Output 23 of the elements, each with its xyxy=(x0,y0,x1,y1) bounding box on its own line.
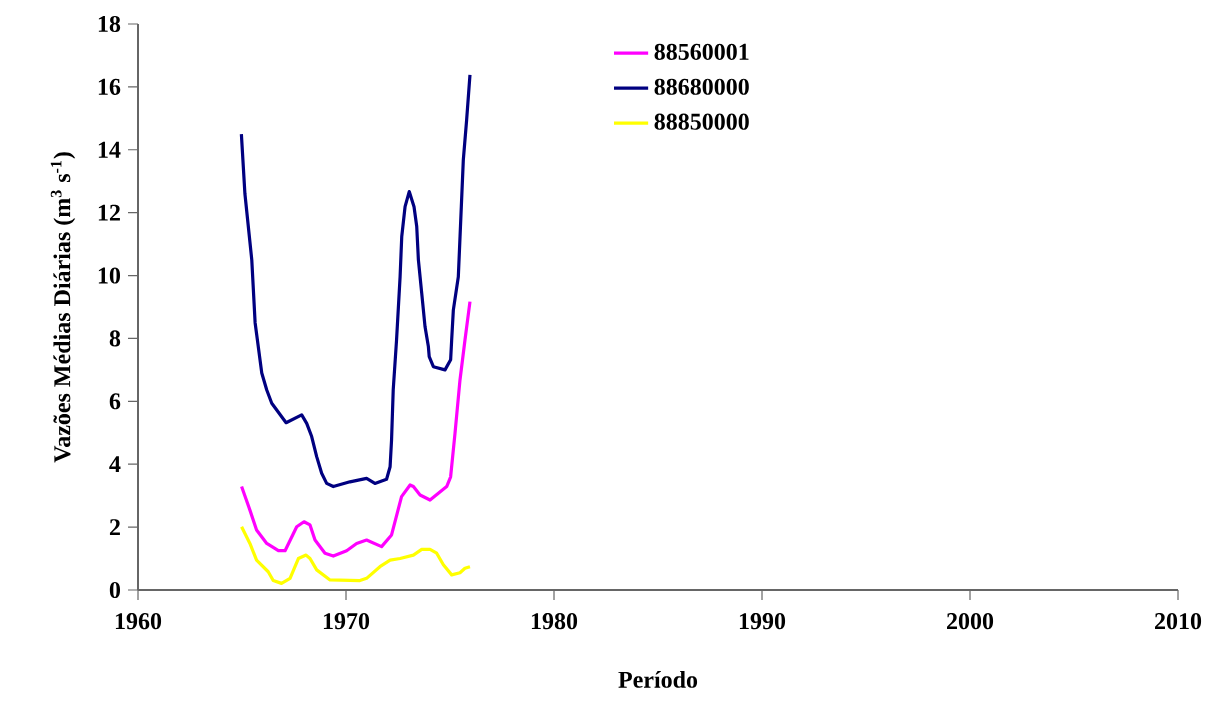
y-tick-label: 4 xyxy=(109,456,121,473)
y-tick-label: 18 xyxy=(98,15,121,33)
x-tick-label: 2010 xyxy=(1155,613,1202,630)
line-series xyxy=(239,525,472,585)
legend-label: 88560001 xyxy=(654,43,749,60)
x-tick-label: 1960 xyxy=(115,613,162,630)
line-series xyxy=(239,300,472,558)
y-tick-label: 10 xyxy=(98,267,121,284)
y-tick-label: 12 xyxy=(98,204,120,221)
x-tick-label: 2000 xyxy=(947,613,994,630)
x-tick-label: 1980 xyxy=(531,613,578,630)
y-tick-label: 2 xyxy=(109,519,120,536)
x-axis-title: Período xyxy=(618,670,698,688)
x-tick-label: 1970 xyxy=(323,613,370,630)
y-tick-label: 0 xyxy=(109,581,121,599)
legend-label: 88680000 xyxy=(654,78,749,95)
y-tick-label: 6 xyxy=(109,393,121,410)
legend-label: 88850000 xyxy=(654,113,749,130)
y-tick-label: 8 xyxy=(109,330,121,347)
y-tick-label: 16 xyxy=(98,78,121,95)
y-axis-title: Vazões Médias Diárias (m$^{3}$ s$^{-1}$) xyxy=(50,152,76,463)
y-tick-label: 14 xyxy=(98,141,121,158)
x-tick-label: 1990 xyxy=(739,613,786,630)
